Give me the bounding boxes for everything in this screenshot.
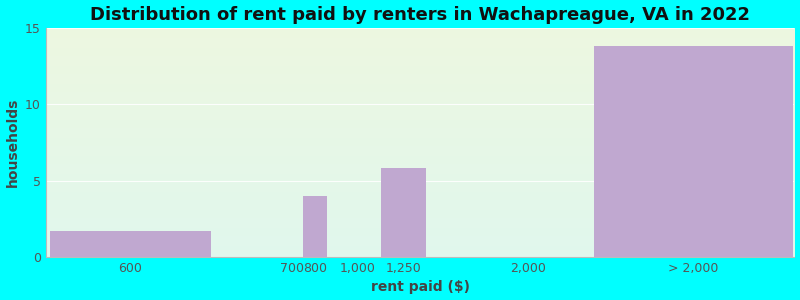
Bar xyxy=(594,46,793,257)
Bar xyxy=(50,231,211,257)
Y-axis label: households: households xyxy=(6,98,19,187)
Bar xyxy=(303,196,326,257)
Bar xyxy=(381,168,426,257)
Title: Distribution of rent paid by renters in Wachapreague, VA in 2022: Distribution of rent paid by renters in … xyxy=(90,6,750,24)
X-axis label: rent paid ($): rent paid ($) xyxy=(370,280,470,294)
